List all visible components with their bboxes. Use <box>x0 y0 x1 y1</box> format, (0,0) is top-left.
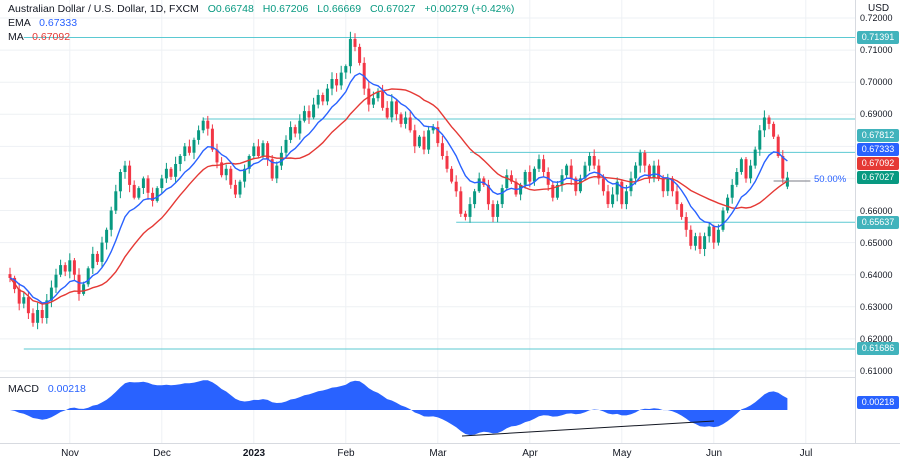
time-axis-label: Jun <box>705 448 723 459</box>
chart-legend: Australian Dollar / U.S. Dollar, 1D, FXC… <box>8 3 514 16</box>
time-axis-label: Mar <box>429 448 447 459</box>
macd-label: MACD <box>8 383 39 395</box>
price-axis-label: 0.71000 <box>860 45 893 55</box>
ema-indicator-row[interactable]: EMA 0.67333 <box>8 17 77 30</box>
macd-indicator-row[interactable]: MACD 0.00218 <box>8 383 86 396</box>
price-chart-canvas[interactable] <box>0 0 855 443</box>
price-axis-label: 0.65000 <box>860 238 893 248</box>
ohlc-close: C0.67027 <box>369 3 416 15</box>
price-axis-label: 0.62000 <box>860 334 893 344</box>
price-axis[interactable]: USD 0.72000 0.71000 0.70000 0.69000 0.66000 0… <box>855 0 900 443</box>
level-price-badge: 0.65637 <box>857 216 899 229</box>
price-axis-label: 0.69000 <box>860 109 893 119</box>
ema-line <box>9 72 788 304</box>
macd-trendline[interactable] <box>461 420 715 437</box>
price-axis-label: 0.64000 <box>860 270 893 280</box>
time-axis-label: Apr <box>522 448 538 459</box>
last-price-badge: 0.67027 <box>857 171 899 184</box>
price-axis-label: 0.61000 <box>860 366 893 376</box>
price-change: +0.00279 (+0.42%) <box>424 3 515 15</box>
ema-value: 0.67333 <box>39 17 78 29</box>
price-axis-label: 0.66000 <box>860 206 893 216</box>
candlesticks <box>8 31 789 330</box>
ema-price-badge: 0.67333 <box>857 143 899 156</box>
time-axis-label: 2023 <box>242 448 266 459</box>
price-axis-label: 0.63000 <box>860 302 893 312</box>
level-price-badge: 0.61686 <box>857 342 899 355</box>
ma-label: MA <box>8 31 24 43</box>
level-price-badge: 0.67812 <box>857 129 899 142</box>
price-axis-label: 0.72000 <box>860 13 893 23</box>
macd-value-badge: 0.00218 <box>857 396 899 409</box>
time-axis-label: Dec <box>153 448 171 459</box>
currency-label: USD <box>868 3 890 14</box>
time-axis-label: Jul <box>799 448 813 459</box>
time-axis-label: Feb <box>337 448 355 459</box>
ohlc-open: O0.66748 <box>207 3 254 15</box>
symbol-title[interactable]: Australian Dollar / U.S. Dollar, 1D, FXC… <box>8 3 199 15</box>
ohlc-low: L0.66669 <box>317 3 362 15</box>
macd-value: 0.00218 <box>47 383 86 395</box>
ma-indicator-row[interactable]: MA 0.67092 <box>8 31 70 44</box>
main-chart-pane[interactable] <box>0 0 855 443</box>
macd-area <box>10 380 788 436</box>
time-axis[interactable]: Nov Dec 2023 Feb Mar Apr May Jun Jul <box>0 443 900 465</box>
ma-price-badge: 0.67092 <box>857 157 899 170</box>
ohlc-high: H0.67206 <box>262 3 309 15</box>
ma-line <box>9 88 788 305</box>
price-axis-label: 0.70000 <box>860 77 893 87</box>
level-price-badge: 0.71391 <box>857 31 899 44</box>
time-axis-label: Nov <box>61 448 79 459</box>
fib-level-label: 50.00% <box>814 174 847 185</box>
ema-label: EMA <box>8 17 31 29</box>
time-axis-label: May <box>612 448 632 459</box>
ma-value: 0.67092 <box>32 31 71 43</box>
